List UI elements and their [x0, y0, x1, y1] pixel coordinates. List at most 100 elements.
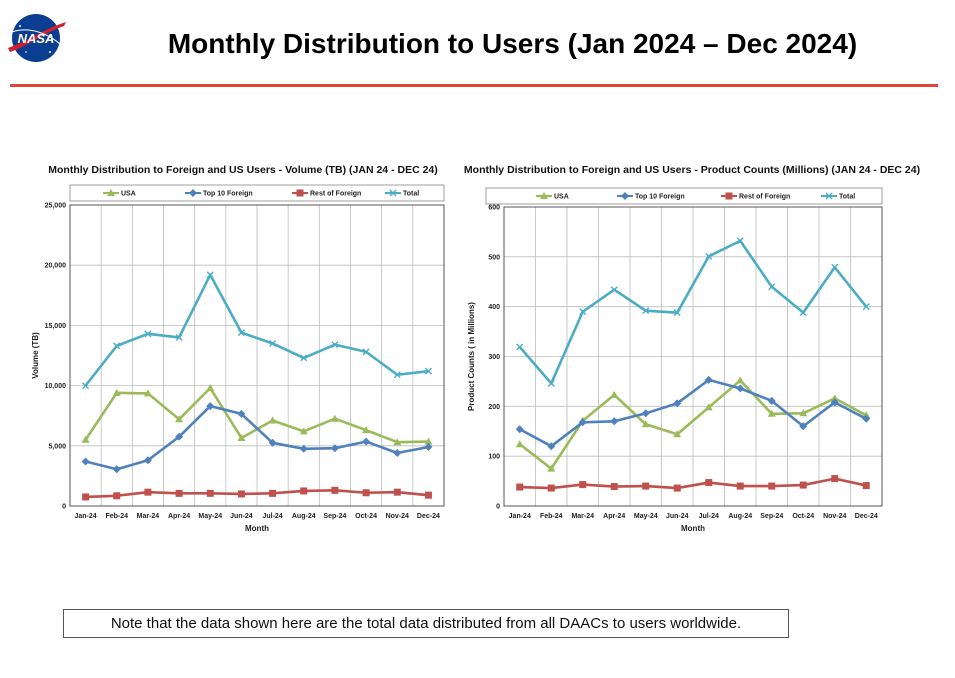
product-count-point-total	[579, 308, 587, 316]
volume-legend-marker-rest-of-foreign	[296, 189, 304, 197]
product-count-point-usa	[830, 394, 839, 402]
volume-series-rest-of-foreign	[82, 486, 432, 501]
product-count-point-rest-of-foreign	[516, 483, 524, 491]
product-count-point-top-10-foreign	[862, 414, 871, 423]
volume-series-top-10-foreign	[81, 402, 433, 474]
product-count-plot-area	[503, 206, 883, 507]
product-count-series-usa	[515, 376, 871, 472]
volume-legend-label-rest-of-foreign: Rest of Foreign	[310, 191, 361, 198]
product-count-point-rest-of-foreign	[579, 481, 587, 489]
volume-point-rest-of-foreign	[393, 488, 401, 496]
volume-legend-label-usa: USA	[121, 191, 136, 198]
product-count-point-top-10-foreign	[547, 442, 556, 451]
product-count-point-top-10-foreign	[799, 422, 808, 431]
volume-point-total	[82, 382, 90, 390]
volume-xtick-label: Dec-24	[417, 513, 440, 520]
volume-point-rest-of-foreign	[331, 486, 339, 494]
volume-point-usa	[237, 433, 246, 441]
product-count-point-rest-of-foreign	[705, 479, 713, 487]
volume-point-usa	[424, 437, 433, 445]
volume-point-rest-of-foreign	[206, 489, 214, 497]
product-count-point-rest-of-foreign	[768, 482, 776, 490]
volume-point-total	[393, 371, 401, 379]
product-count-point-usa	[515, 440, 524, 448]
volume-legend-label-top-10-foreign: Top 10 Foreign	[203, 191, 253, 198]
volume-point-total	[144, 330, 152, 338]
volume-xtick-label: Jun-24	[230, 513, 253, 520]
volume-point-usa	[143, 389, 152, 397]
product-count-point-top-10-foreign	[578, 418, 587, 427]
volume-point-total	[237, 329, 245, 337]
volume-point-top-10-foreign	[206, 402, 215, 411]
product-count-point-rest-of-foreign	[547, 484, 555, 492]
volume-chart-title: Monthly Distribution to Foreign and US U…	[48, 164, 438, 176]
volume-point-top-10-foreign	[424, 443, 433, 452]
product-count-legend-label-usa: USA	[554, 194, 569, 201]
product-count-point-total	[862, 303, 870, 311]
volume-point-top-10-foreign	[112, 465, 121, 474]
product-count-xtick-label: Aug-24	[728, 513, 752, 520]
volume-legend-box	[69, 184, 445, 202]
volume-point-top-10-foreign	[143, 456, 152, 465]
volume-point-rest-of-foreign	[362, 489, 370, 497]
product-count-point-top-10-foreign	[610, 417, 619, 426]
product-count-legend-marker-usa	[540, 192, 548, 199]
product-count-ytick-label: 0	[496, 504, 500, 511]
volume-legend-marker-total	[389, 189, 397, 197]
product-count-xtick-label: Jun-24	[666, 513, 689, 520]
volume-point-top-10-foreign	[299, 444, 308, 453]
volume-point-rest-of-foreign	[237, 490, 245, 498]
volume-ytick-label: 5,000	[48, 443, 66, 450]
volume-line-rest-of-foreign	[85, 489, 429, 499]
volume-line-top-10-foreign	[85, 404, 429, 471]
product-count-y-axis-label: Product Counts ( in Millions)	[467, 302, 476, 411]
volume-point-rest-of-foreign	[82, 493, 90, 501]
product-count-x-axis-label: Month	[681, 524, 705, 533]
product-count-xtick-label: Apr-24	[603, 513, 625, 520]
volume-xtick-label: Sep-24	[323, 513, 346, 520]
volume-legend-marker-usa	[107, 189, 115, 196]
volume-point-usa	[362, 426, 371, 434]
product-count-legend-marker-total	[825, 192, 833, 200]
volume-series-total	[82, 271, 432, 390]
product-count-chart: Monthly Distribution to Foreign and US U…	[462, 160, 922, 540]
product-count-point-total	[705, 252, 713, 260]
product-count-series-top-10-foreign	[515, 375, 871, 451]
volume-point-usa	[206, 384, 215, 392]
volume-point-rest-of-foreign	[300, 487, 308, 495]
volume-xtick-label: Jul-24	[262, 513, 282, 520]
volume-ytick-label: 25,000	[45, 203, 67, 210]
product-count-point-total	[799, 309, 807, 317]
volume-y-axis-label: Volume (TB)	[31, 332, 40, 379]
product-count-point-total	[673, 309, 681, 317]
product-count-ytick-label: 200	[488, 404, 500, 411]
volume-point-top-10-foreign	[81, 457, 90, 466]
product-count-chart-title: Monthly Distribution to Foreign and US U…	[463, 164, 921, 176]
product-count-point-rest-of-foreign	[831, 475, 839, 483]
product-count-point-usa	[610, 390, 619, 398]
product-count-point-total	[831, 263, 839, 271]
product-count-xtick-label: Jul-24	[699, 513, 719, 520]
product-count-ytick-label: 500	[488, 254, 500, 261]
product-count-point-total	[516, 343, 524, 351]
product-count-series-total	[516, 237, 870, 387]
volume-point-top-10-foreign	[362, 437, 371, 446]
nasa-logo-text: NASA	[18, 31, 55, 46]
product-count-gridlines	[503, 206, 883, 507]
volume-point-total	[206, 271, 214, 279]
volume-ytick-label: 20,000	[45, 263, 67, 270]
volume-ytick-label: 15,000	[45, 323, 67, 330]
volume-xtick-label: Feb-24	[105, 513, 128, 520]
product-count-point-usa	[736, 376, 745, 384]
volume-xtick-label: Oct-24	[355, 513, 377, 520]
product-count-point-usa	[704, 403, 713, 411]
product-count-xtick-label: Oct-24	[792, 513, 814, 520]
product-count-xtick-label: Mar-24	[571, 513, 594, 520]
volume-xtick-label: Apr-24	[168, 513, 190, 520]
volume-gridlines	[69, 204, 445, 507]
product-count-point-top-10-foreign	[641, 409, 650, 418]
product-count-line-total	[518, 239, 868, 385]
product-count-legend-label-rest-of-foreign: Rest of Foreign	[739, 194, 790, 201]
product-count-ytick-label: 300	[488, 354, 500, 361]
volume-point-rest-of-foreign	[269, 489, 277, 497]
